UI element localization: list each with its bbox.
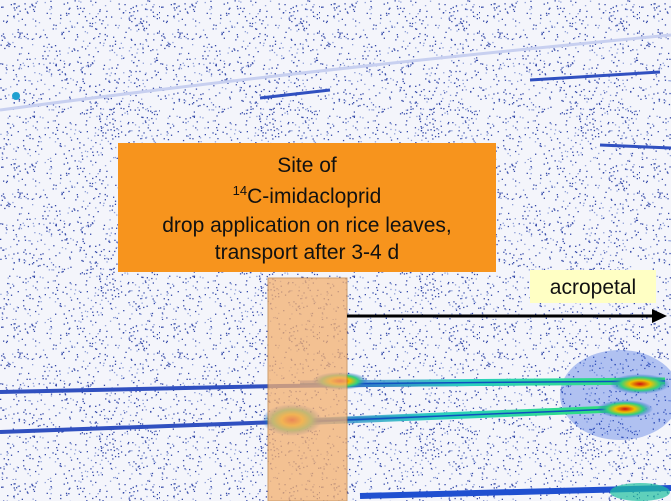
label-line: 14C-imidacloprid bbox=[233, 183, 382, 208]
arrow-label-box bbox=[530, 270, 656, 303]
spot bbox=[12, 92, 20, 100]
hot-spot bbox=[597, 400, 653, 418]
faint-leaf bbox=[259, 88, 331, 100]
label-line: transport after 3-4 d bbox=[215, 241, 399, 264]
application-site bbox=[267, 277, 348, 501]
arrow-head bbox=[652, 309, 667, 323]
label-box bbox=[118, 143, 496, 272]
compound: C-imidacloprid bbox=[247, 185, 381, 208]
superscript: 14 bbox=[233, 183, 247, 198]
hot-spot bbox=[610, 374, 670, 394]
label-text: Site of 14C-imidacloprid drop applicatio… bbox=[162, 154, 452, 264]
faint-leaf bbox=[599, 143, 671, 150]
label-line: drop application on rice leaves, bbox=[162, 214, 452, 237]
arrow-label: acropetal bbox=[550, 276, 636, 299]
label-line: Site of bbox=[277, 154, 337, 177]
leaf-glow bbox=[610, 483, 670, 501]
faint-leaf bbox=[529, 70, 661, 82]
faint-leaf bbox=[0, 33, 671, 112]
leaf-glow bbox=[560, 350, 671, 440]
